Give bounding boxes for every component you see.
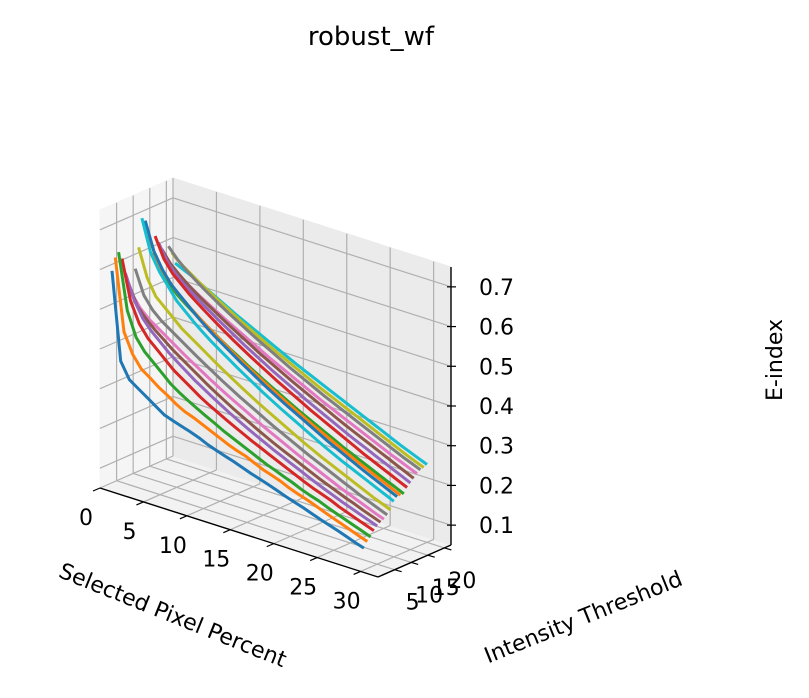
gridline-z — [172, 236, 452, 328]
gridline-x — [230, 497, 304, 531]
series-line-1 — [110, 270, 365, 550]
z-tick-label: 0.3 — [479, 435, 514, 460]
series-line-19 — [170, 251, 425, 469]
gridline-z — [99, 395, 174, 429]
series-line-7 — [130, 293, 385, 521]
z-tick-label: 0.6 — [479, 316, 514, 341]
gridline-x — [143, 469, 217, 503]
x-tick — [353, 570, 361, 575]
x-tick — [92, 487, 101, 492]
gridline-z — [172, 316, 452, 407]
z-axis-label: E-index — [763, 319, 788, 401]
z-tick-label: 0.4 — [479, 395, 514, 420]
gridline-x — [360, 538, 434, 572]
series-line-2 — [113, 257, 369, 543]
y-axis-label: Intensity Threshold — [481, 567, 686, 669]
gridline-y — [149, 465, 428, 556]
series-line-11 — [143, 220, 399, 498]
series-line-4 — [120, 258, 375, 532]
series-line-16 — [160, 248, 415, 480]
gridline-x — [273, 511, 347, 545]
y-tick — [427, 554, 435, 558]
z-tick-label: 0.7 — [479, 276, 514, 301]
x-tick-label: 30 — [333, 589, 361, 614]
gridline-y — [132, 472, 412, 564]
gridline-z — [99, 356, 174, 390]
y-tick — [444, 547, 452, 551]
gridline-z — [99, 435, 174, 469]
x-tick-label: 25 — [289, 576, 317, 601]
x-tick-label: 0 — [79, 506, 93, 531]
gridline-z — [99, 276, 174, 310]
x-tick — [223, 529, 231, 534]
chart-title: robust_wf — [308, 22, 435, 52]
x-axis-line — [99, 487, 379, 578]
series-line-9 — [137, 246, 392, 512]
z-tick-label: 0.1 — [479, 514, 514, 539]
series-line-14 — [153, 235, 409, 489]
y-axis-line — [377, 544, 452, 578]
gridline-x — [99, 455, 174, 489]
x-tick — [266, 543, 274, 548]
series-line-6 — [127, 282, 382, 524]
gridline-z — [172, 197, 452, 288]
series-line-18 — [167, 245, 422, 472]
gridline-z — [172, 276, 452, 367]
y-tick-label: 20 — [448, 569, 476, 594]
z-tick-label: 0.2 — [479, 474, 514, 499]
gridline-x — [186, 483, 261, 517]
chart-series — [110, 217, 428, 550]
gridline-y — [166, 458, 445, 549]
gridline-y — [116, 480, 395, 571]
y-tick-label: 5 — [406, 591, 420, 616]
x-tick-label: 5 — [122, 520, 136, 545]
gridline-z — [172, 356, 452, 447]
series-line-5 — [123, 272, 379, 528]
gridline-z — [99, 237, 174, 271]
x-tick — [179, 515, 188, 520]
x-tick — [309, 556, 318, 562]
series-line-3 — [117, 251, 372, 539]
x-tick-label: 10 — [159, 534, 187, 559]
x-tick-label: 15 — [202, 548, 230, 573]
y-tick — [394, 569, 402, 573]
series-line-15 — [157, 241, 412, 485]
x-tick — [136, 501, 144, 506]
z-tick-label: 0.5 — [479, 355, 514, 380]
y-tick-label: 10 — [415, 583, 443, 608]
x-tick-label: 20 — [246, 562, 274, 587]
gridline-z — [99, 197, 174, 231]
y-tick-label: 15 — [432, 576, 460, 601]
y-tick — [411, 561, 419, 566]
series-line-8 — [133, 268, 389, 517]
series-line-10 — [140, 217, 395, 503]
